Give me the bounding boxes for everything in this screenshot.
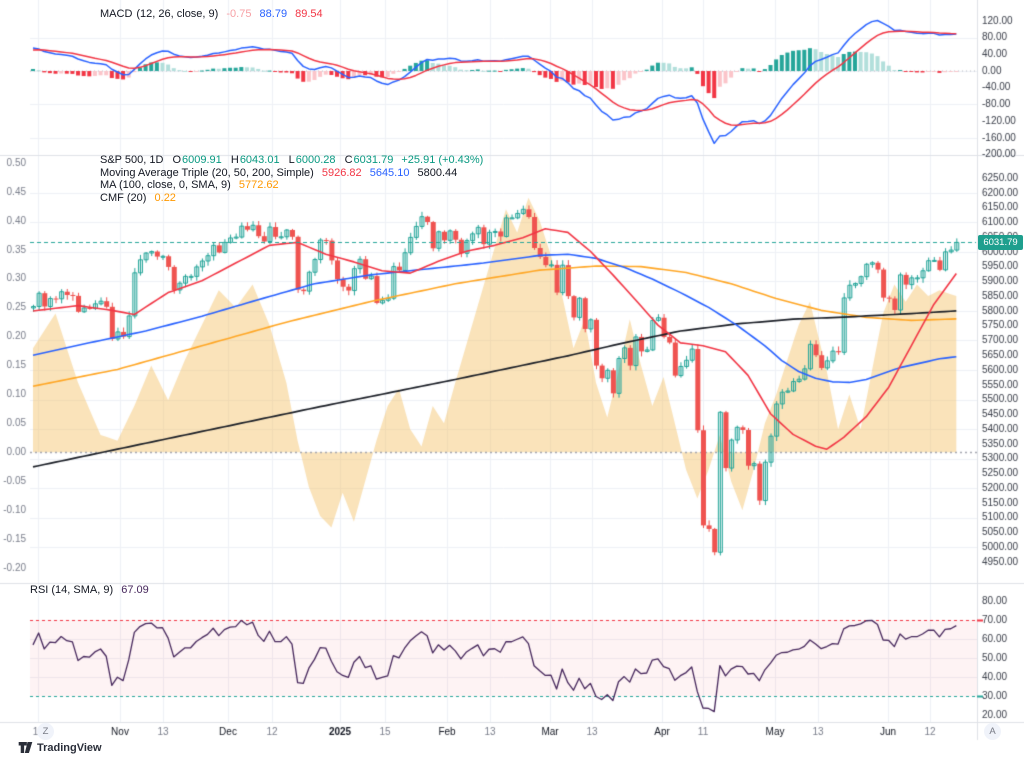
open-label: O <box>172 154 182 166</box>
close-label: C <box>344 154 353 166</box>
high-value: 6043.01 <box>239 154 280 166</box>
cmf-row[interactable]: CMF (20) 0.22 <box>100 191 483 205</box>
ma200-value: 5800.44 <box>417 166 458 179</box>
macd-title: MACD <box>100 8 133 20</box>
macd-params: (12, 26, close, 9) <box>136 8 219 20</box>
ma20-value: 5926.82 <box>321 166 362 179</box>
rsi-legend[interactable]: RSI (14, SMA, 9) 67.09 <box>30 584 149 597</box>
ohlc-row[interactable]: S&P 500, 1D O6009.91 H6043.01 L6000.28 C… <box>100 154 484 167</box>
change-value: +25.91 (+0.43%) <box>401 154 484 166</box>
symbol-title: S&P 500, 1D <box>100 154 164 166</box>
open-value: 6009.91 <box>182 154 222 166</box>
ma-triple-row[interactable]: Moving Average Triple (20, 50, 200, Simp… <box>100 166 483 180</box>
macd-signal-value: 89.54 <box>295 8 323 20</box>
rsi-title: RSI (14, SMA, 9) <box>30 584 114 596</box>
macd-hist-value: -0.75 <box>226 8 252 20</box>
ma100-value: 5772.62 <box>238 179 279 191</box>
rsi-value: 67.09 <box>121 584 149 596</box>
tradingview-icon <box>18 742 33 753</box>
high-label: H <box>230 154 239 166</box>
macd-line-value: 88.79 <box>259 8 288 20</box>
close-value: 6031.79 <box>353 154 394 166</box>
timezone-button[interactable]: Z <box>37 723 54 740</box>
symbol-legend: S&P 500, 1D O6009.91 H6043.01 L6000.28 C… <box>100 154 484 205</box>
last-price-badge: 6031.79 <box>978 235 1023 250</box>
ma-triple-title: Moving Average Triple (20, 50, 200, Simp… <box>100 166 314 179</box>
tradingview-logo[interactable]: TradingView <box>18 741 102 754</box>
cmf-title: CMF (20) <box>100 191 147 204</box>
ma100-title: MA (100, close, 0, SMA, 9) <box>100 179 231 191</box>
low-label: L <box>288 154 295 166</box>
tradingview-wordmark: TradingView <box>37 741 102 754</box>
ma100-row[interactable]: MA (100, close, 0, SMA, 9) 5772.62 <box>100 179 483 192</box>
cmf-value: 0.22 <box>154 191 176 204</box>
ma50-value: 5645.10 <box>369 166 410 179</box>
low-value: 6000.28 <box>295 154 336 166</box>
macd-legend[interactable]: MACD (12, 26, close, 9) -0.75 88.79 89.54 <box>100 8 323 21</box>
autoscale-button[interactable]: A <box>984 723 1001 740</box>
